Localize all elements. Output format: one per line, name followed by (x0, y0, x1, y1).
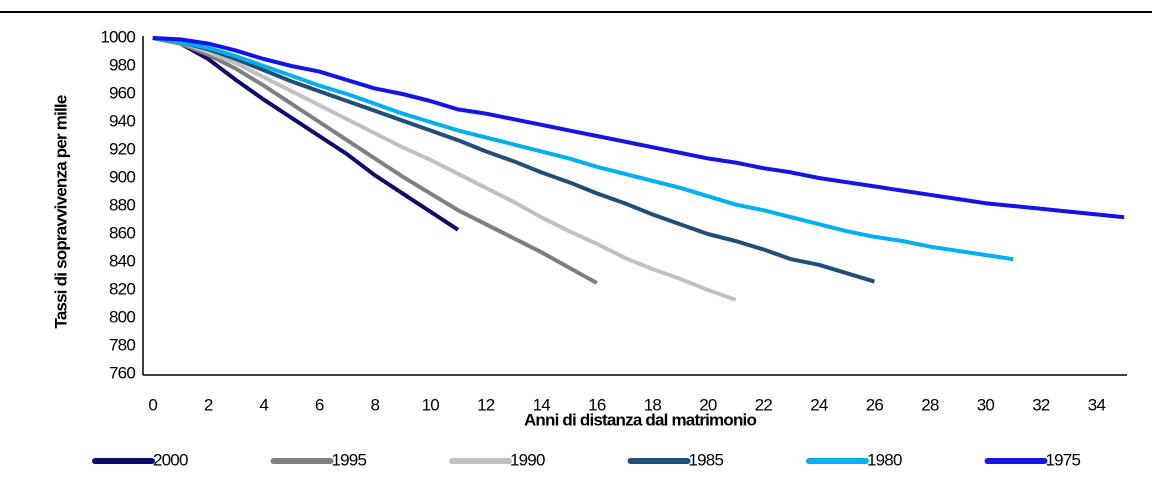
series-line (152, 36, 1125, 220)
x-tick-label: 24 (810, 395, 828, 414)
series-line (152, 36, 460, 232)
y-tick-label: 860 (109, 223, 135, 242)
x-tick-label: 14 (533, 395, 551, 414)
series-line (152, 36, 598, 285)
y-axis-title: Tassi di sopravvivenza per mille (51, 95, 70, 328)
y-tick-label: 940 (109, 111, 135, 130)
x-tick-label: 4 (259, 395, 268, 414)
x-tick-label: 16 (588, 395, 606, 414)
x-tick-label: 8 (370, 395, 379, 414)
y-tick-label: 760 (109, 363, 135, 382)
series-line (152, 36, 1014, 262)
y-tick-label: 880 (109, 195, 135, 214)
x-tick-label: 32 (1032, 395, 1050, 414)
x-tick-label: 28 (921, 395, 939, 414)
y-tick-label: 960 (109, 83, 135, 102)
y-tick-label: 840 (109, 251, 135, 270)
x-tick-label: 10 (422, 395, 440, 414)
y-tick-label: 1000 (100, 27, 135, 46)
x-tick-label: 6 (315, 395, 324, 414)
series-line (152, 36, 875, 284)
x-tick-label: 12 (477, 395, 495, 414)
legend-label: 1985 (689, 450, 724, 469)
legend-label: 1990 (510, 450, 545, 469)
y-tick-label: 780 (109, 335, 135, 354)
y-tick-label: 800 (109, 307, 135, 326)
x-tick-label: 30 (977, 395, 995, 414)
x-tick-label: 34 (1088, 395, 1106, 414)
legend-label: 1980 (867, 450, 902, 469)
x-axis-title: Anni di distanza dal matrimonio (524, 410, 757, 429)
x-tick-label: 18 (644, 395, 662, 414)
y-tick-label: 820 (109, 279, 135, 298)
y-tick-label: 900 (109, 167, 135, 186)
x-tick-label: 2 (204, 395, 213, 414)
legend-label: 2000 (153, 450, 188, 469)
legend-label: 1975 (1046, 450, 1081, 469)
legend-label: 1995 (332, 450, 367, 469)
series-line (152, 36, 737, 302)
x-tick-label: 0 (148, 395, 157, 414)
y-tick-label: 980 (109, 55, 135, 74)
x-tick-label: 26 (866, 395, 884, 414)
x-tick-label: 20 (699, 395, 717, 414)
x-tick-label: 22 (755, 395, 773, 414)
y-tick-label: 920 (109, 139, 135, 158)
